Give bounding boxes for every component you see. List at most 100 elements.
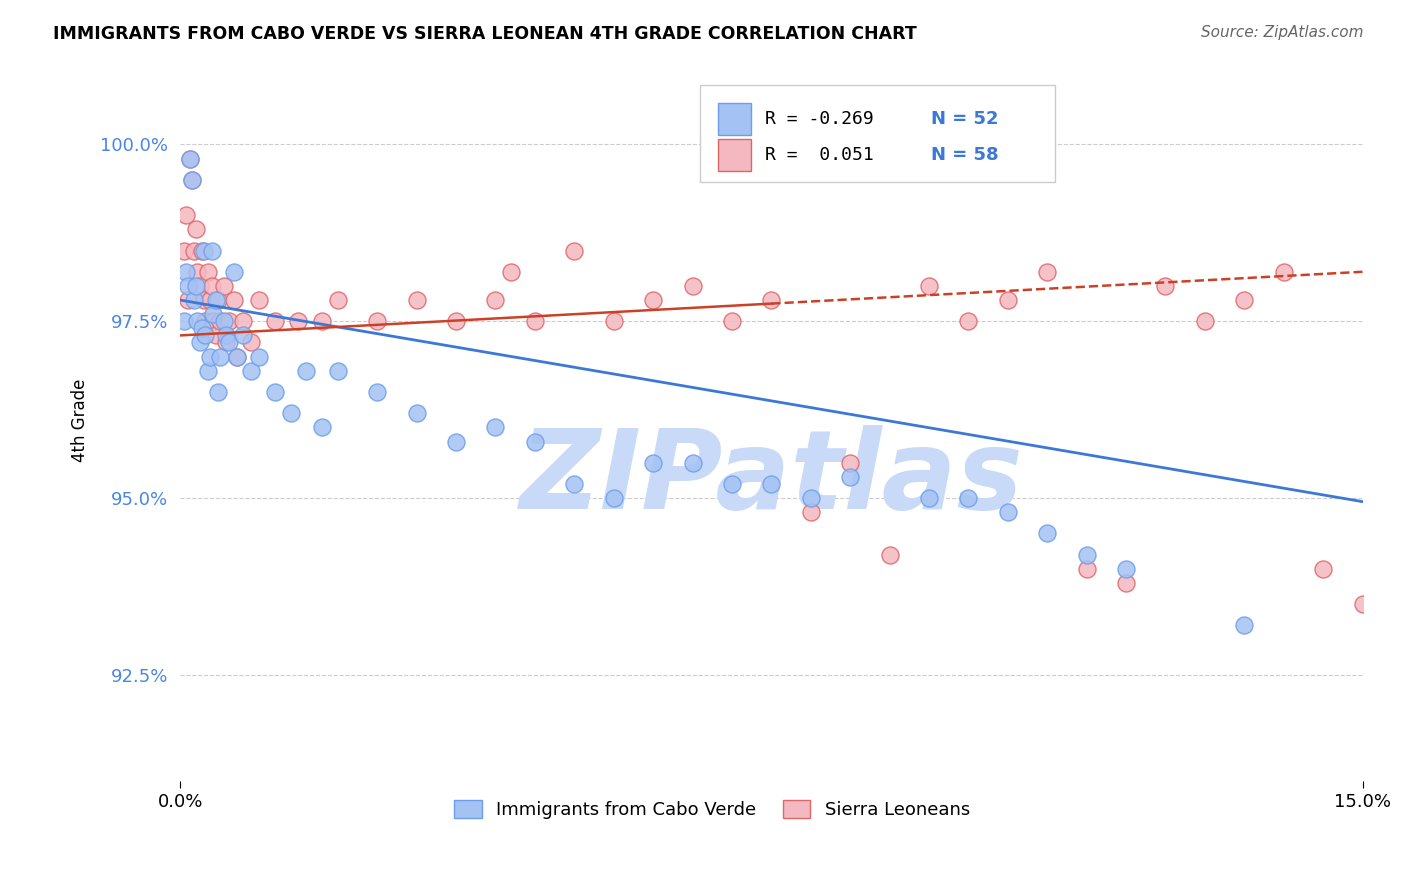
Point [1076,562,1098,576]
Point [222,265,245,279]
Point [997,505,1019,519]
Text: N = 58: N = 58 [931,146,998,164]
Point [173,314,195,328]
Point [1351,597,1374,611]
Point [212,279,235,293]
Point [839,456,862,470]
Point [225,350,247,364]
Point [444,314,467,328]
Point [366,384,388,399]
Point [287,314,309,328]
Point [562,477,585,491]
Point [176,208,198,222]
Point [202,314,225,328]
Point [484,293,506,307]
Point [183,244,205,258]
Point [181,173,204,187]
Point [198,350,221,364]
Point [280,406,302,420]
Point [1076,548,1098,562]
Point [191,244,214,258]
Point [1233,293,1256,307]
Point [311,420,333,434]
Point [405,293,427,307]
Point [247,293,270,307]
Point [643,293,665,307]
Point [198,293,221,307]
Point [295,364,318,378]
Text: R = -0.269: R = -0.269 [765,110,875,128]
Point [183,293,205,307]
Point [232,314,254,328]
Point [215,328,238,343]
Point [484,420,506,434]
Point [184,279,207,293]
Point [188,279,211,293]
Point [761,293,783,307]
Point [177,279,200,293]
Point [366,314,388,328]
Point [326,364,349,378]
Point [240,335,263,350]
Point [721,314,744,328]
Point [602,491,624,505]
Point [263,314,285,328]
Point [184,222,207,236]
Point [523,434,546,449]
Point [232,328,254,343]
Point [957,314,980,328]
Point [643,456,665,470]
Point [207,384,229,399]
Point [957,491,980,505]
Point [682,456,704,470]
Text: R =  0.051: R = 0.051 [765,146,875,164]
Point [562,244,585,258]
Point [1194,314,1216,328]
Point [208,350,231,364]
Point [405,406,427,420]
Point [207,293,229,307]
Point [721,477,744,491]
Point [225,350,247,364]
Point [176,265,198,279]
Point [222,293,245,307]
Text: N = 52: N = 52 [931,110,998,128]
Point [215,335,238,350]
Point [202,307,225,321]
Text: Source: ZipAtlas.com: Source: ZipAtlas.com [1201,25,1364,40]
Point [173,244,195,258]
Point [186,265,208,279]
Point [523,314,546,328]
Point [918,491,941,505]
Bar [700,85,1054,182]
Point [1233,618,1256,632]
Point [602,314,624,328]
Point [263,384,285,399]
Point [997,293,1019,307]
Point [193,244,215,258]
Y-axis label: 4th Grade: 4th Grade [72,378,89,462]
Point [193,293,215,307]
Point [311,314,333,328]
Bar [718,139,751,171]
Point [761,477,783,491]
Point [1036,526,1059,541]
Point [444,434,467,449]
Point [212,314,235,328]
Point [188,335,211,350]
Point [204,293,226,307]
Point [1154,279,1177,293]
Point [1036,265,1059,279]
Point [682,279,704,293]
Point [194,328,217,343]
Point [839,470,862,484]
Point [179,152,201,166]
Point [186,314,208,328]
Legend: Immigrants from Cabo Verde, Sierra Leoneans: Immigrants from Cabo Verde, Sierra Leone… [447,792,977,826]
Point [501,265,523,279]
Text: ZIPatlas: ZIPatlas [519,425,1024,532]
Point [197,364,219,378]
Point [218,314,240,328]
Point [879,548,901,562]
Point [208,314,231,328]
